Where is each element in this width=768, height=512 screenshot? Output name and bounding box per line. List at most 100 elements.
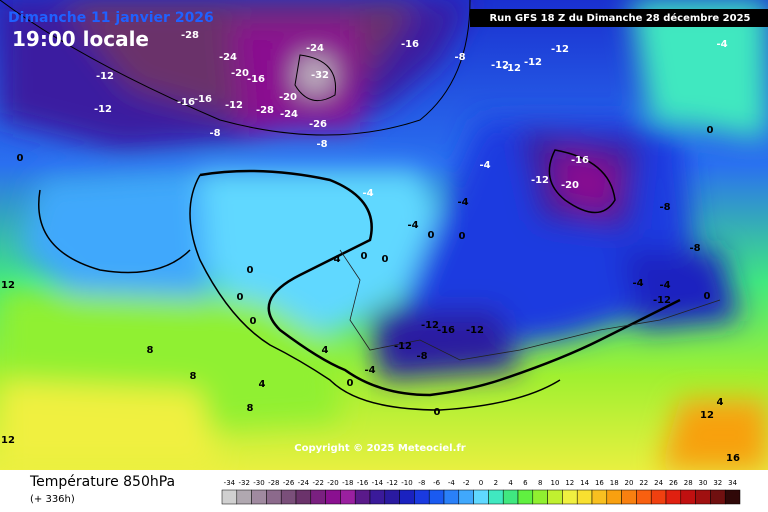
- footer-title: Température 850hPa: [29, 474, 175, 490]
- contour-label: -20: [561, 180, 579, 191]
- color-swatch: [680, 489, 696, 505]
- color-swatch: [266, 489, 282, 505]
- contour-label: 0: [17, 153, 24, 164]
- color-swatch: [636, 489, 652, 505]
- contour-label: -32: [311, 70, 329, 81]
- contour-label: -4: [659, 280, 670, 291]
- color-bar-label: 6: [523, 479, 528, 487]
- contour-label: 0: [707, 125, 714, 136]
- contour-label: -20: [279, 92, 297, 103]
- color-bar-label: 4: [508, 479, 513, 487]
- contour-label: -12: [394, 341, 412, 352]
- color-swatch: [710, 489, 726, 505]
- contour-label: -28: [256, 105, 274, 116]
- color-bar-label: 30: [699, 479, 708, 487]
- color-swatch: [606, 489, 622, 505]
- contour-label: -8: [454, 52, 465, 63]
- contour-label: -4: [364, 365, 375, 376]
- contour-label: -8: [689, 243, 700, 254]
- contour-label: -8: [659, 202, 670, 213]
- contour-label: -4: [716, 39, 727, 50]
- color-bar-label: -10: [401, 479, 412, 487]
- contour-label: -12: [96, 71, 114, 82]
- contour-label: -4: [407, 220, 418, 231]
- color-bar-label: -32: [238, 479, 249, 487]
- color-bar-label: 22: [639, 479, 648, 487]
- color-bar-label: 18: [610, 479, 619, 487]
- contour-label: -12: [491, 60, 509, 71]
- contour-label: 0: [382, 254, 389, 265]
- contour-label: -24: [280, 109, 298, 120]
- run-box: [470, 9, 768, 27]
- contour-label: -12: [421, 320, 439, 331]
- color-swatch: [458, 489, 474, 505]
- contour-label: 0: [434, 407, 441, 418]
- contour-label: 8: [247, 403, 254, 414]
- color-swatch: [251, 489, 267, 505]
- color-swatch: [369, 489, 386, 505]
- contour-label: 0: [704, 291, 711, 302]
- color-bar-label: -8: [418, 479, 425, 487]
- color-bar-label: 20: [625, 479, 634, 487]
- color-swatch: [340, 489, 356, 505]
- contour-label: 12: [700, 410, 714, 421]
- contour-label: -24: [219, 52, 237, 63]
- contour-label: -4: [457, 197, 468, 208]
- color-swatch: [562, 489, 578, 505]
- time: 19:00 locale: [12, 27, 149, 51]
- contour-label: 0: [237, 292, 244, 303]
- color-bar-label: 14: [580, 479, 589, 487]
- contour-label: -26: [309, 119, 327, 130]
- color-bar-label: -34: [224, 479, 236, 487]
- color-swatch: [473, 489, 489, 505]
- contour-label: -20: [231, 68, 249, 79]
- contour-label: -12: [503, 63, 521, 74]
- contour-label: -12: [524, 57, 542, 68]
- contour-label: -8: [209, 128, 220, 139]
- color-swatch: [399, 489, 415, 505]
- color-swatch: [221, 489, 238, 505]
- footer-lead: (+ 336h): [30, 494, 75, 505]
- contour-label: -28: [181, 30, 199, 41]
- color-bar-label: 2: [494, 479, 498, 487]
- contour-label: 4: [259, 379, 266, 390]
- color-bar-label: -30: [253, 479, 264, 487]
- color-bar-label: 24: [654, 479, 663, 487]
- copyright: Copyright © 2025 Meteociel.fr: [294, 443, 465, 454]
- color-bar-label: -6: [433, 479, 441, 487]
- color-bar-label: -12: [386, 479, 397, 487]
- color-swatch: [695, 489, 711, 505]
- color-bar-label: -26: [283, 479, 295, 487]
- contour-label: 16: [726, 453, 740, 464]
- color-bar-label: 32: [713, 479, 722, 487]
- color-bar-label: -14: [372, 479, 384, 487]
- contour-label: 12: [1, 435, 15, 446]
- color-swatch: [236, 489, 252, 505]
- color-bar-label: -20: [327, 479, 338, 487]
- color-swatch: [532, 489, 548, 505]
- color-bar-label: -24: [298, 479, 310, 487]
- color-swatch: [576, 489, 593, 505]
- contour-label: -16: [401, 39, 419, 50]
- contour-label: 4: [322, 345, 329, 356]
- contour-label: -12: [225, 100, 243, 111]
- color-bar-label: 34: [728, 479, 737, 487]
- date: Dimanche 11 janvier 2026: [8, 10, 214, 26]
- color-bar-label: 0: [479, 479, 483, 487]
- color-bar-label: -18: [342, 479, 353, 487]
- color-swatch: [502, 489, 519, 505]
- contour-label: -24: [306, 43, 324, 54]
- color-swatch: [488, 489, 504, 505]
- contour-label: 0: [361, 251, 368, 262]
- contour-label: 8: [190, 371, 197, 382]
- contour-label: -4: [362, 188, 373, 199]
- color-swatch: [384, 489, 400, 505]
- color-bar: -34 -32 -30 -28 -26 -24 -22 -20 -18 -16 -14 -12 -10-…: [221, 479, 741, 505]
- color-bar-label: 26: [669, 479, 678, 487]
- color-swatch: [621, 489, 637, 505]
- contour-label: 8: [147, 345, 154, 356]
- map: -28-24-20-16-24-32-20-28 -24-26-12-12-16-…: [0, 0, 768, 470]
- contour-label: -16: [437, 325, 455, 336]
- color-swatch: [724, 489, 741, 505]
- color-bar-label: -22: [312, 479, 323, 487]
